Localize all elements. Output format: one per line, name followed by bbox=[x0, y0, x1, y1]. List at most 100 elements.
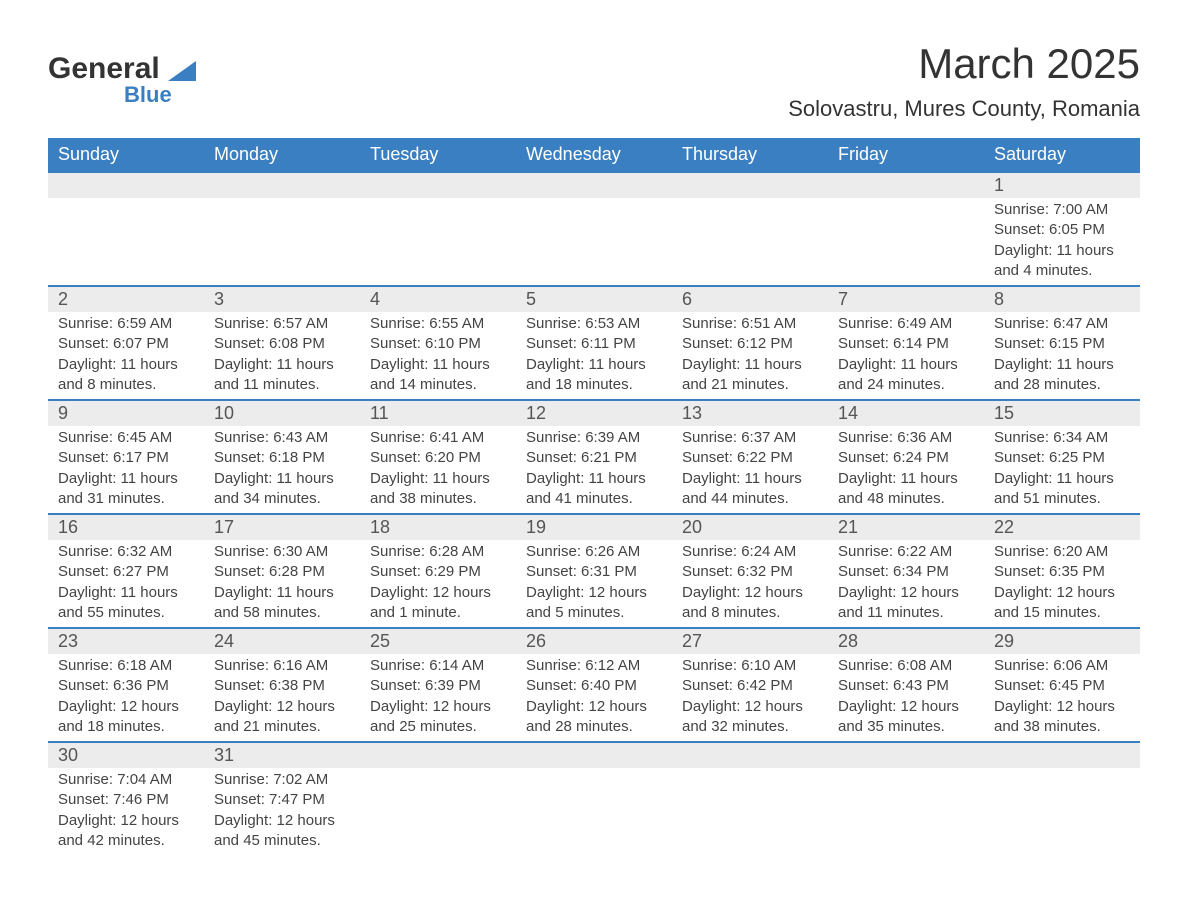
sunrise-line: Sunrise: 6:49 AM bbox=[838, 315, 952, 332]
logo-triangle-icon bbox=[168, 61, 196, 86]
sunrise-line: Sunrise: 6:34 AM bbox=[994, 429, 1108, 446]
day-content: Sunrise: 6:49 AMSunset: 6:14 PMDaylight:… bbox=[828, 312, 984, 399]
day-number: 7 bbox=[828, 287, 984, 312]
daylight-line: Daylight: 11 hours and 34 minutes. bbox=[214, 470, 334, 507]
daylight-line: Daylight: 11 hours and 58 minutes. bbox=[214, 584, 334, 621]
day-number bbox=[360, 173, 516, 198]
daylight-line: Daylight: 12 hours and 45 minutes. bbox=[214, 812, 335, 849]
sunrise-line: Sunrise: 6:28 AM bbox=[370, 543, 484, 560]
sunrise-line: Sunrise: 6:26 AM bbox=[526, 543, 640, 560]
daylight-line: Daylight: 11 hours and 31 minutes. bbox=[58, 470, 178, 507]
sunrise-line: Sunrise: 6:57 AM bbox=[214, 315, 328, 332]
sunset-line: Sunset: 6:25 PM bbox=[994, 449, 1105, 466]
day-number: 21 bbox=[828, 515, 984, 540]
day-number: 18 bbox=[360, 515, 516, 540]
day-content bbox=[360, 768, 516, 774]
day-content: Sunrise: 6:10 AMSunset: 6:42 PMDaylight:… bbox=[672, 654, 828, 741]
day-number: 5 bbox=[516, 287, 672, 312]
sunrise-line: Sunrise: 6:16 AM bbox=[214, 657, 328, 674]
sunrise-line: Sunrise: 6:10 AM bbox=[682, 657, 796, 674]
daylight-line: Daylight: 12 hours and 25 minutes. bbox=[370, 698, 491, 735]
sunrise-line: Sunrise: 6:32 AM bbox=[58, 543, 172, 560]
daylight-line: Daylight: 12 hours and 21 minutes. bbox=[214, 698, 335, 735]
day-number: 26 bbox=[516, 629, 672, 654]
day-number: 29 bbox=[984, 629, 1140, 654]
day-content bbox=[828, 198, 984, 204]
day-content: Sunrise: 6:12 AMSunset: 6:40 PMDaylight:… bbox=[516, 654, 672, 741]
day-number: 10 bbox=[204, 401, 360, 426]
day-content bbox=[672, 768, 828, 774]
day-number: 17 bbox=[204, 515, 360, 540]
day-number bbox=[48, 173, 204, 198]
daylight-line: Daylight: 11 hours and 38 minutes. bbox=[370, 470, 490, 507]
sunset-line: Sunset: 6:20 PM bbox=[370, 449, 481, 466]
weekday-header: Friday bbox=[828, 138, 984, 172]
day-content: Sunrise: 6:59 AMSunset: 6:07 PMDaylight:… bbox=[48, 312, 204, 399]
day-content: Sunrise: 6:22 AMSunset: 6:34 PMDaylight:… bbox=[828, 540, 984, 627]
day-content bbox=[984, 768, 1140, 774]
title-block: March 2025 Solovastru, Mures County, Rom… bbox=[788, 40, 1140, 122]
day-number: 12 bbox=[516, 401, 672, 426]
daylight-line: Daylight: 11 hours and 48 minutes. bbox=[838, 470, 958, 507]
sunrise-line: Sunrise: 6:37 AM bbox=[682, 429, 796, 446]
sunset-line: Sunset: 6:18 PM bbox=[214, 449, 325, 466]
sunset-line: Sunset: 6:14 PM bbox=[838, 335, 949, 352]
day-content bbox=[48, 198, 204, 204]
day-number bbox=[516, 743, 672, 768]
daylight-line: Daylight: 11 hours and 51 minutes. bbox=[994, 470, 1114, 507]
daylight-line: Daylight: 12 hours and 42 minutes. bbox=[58, 812, 179, 849]
sunset-line: Sunset: 6:36 PM bbox=[58, 677, 169, 694]
day-number: 19 bbox=[516, 515, 672, 540]
sunset-line: Sunset: 6:31 PM bbox=[526, 563, 637, 580]
daylight-line: Daylight: 12 hours and 28 minutes. bbox=[526, 698, 647, 735]
sunset-line: Sunset: 6:28 PM bbox=[214, 563, 325, 580]
weekday-header: Tuesday bbox=[360, 138, 516, 172]
day-number: 15 bbox=[984, 401, 1140, 426]
weekday-header: Thursday bbox=[672, 138, 828, 172]
daylight-line: Daylight: 12 hours and 32 minutes. bbox=[682, 698, 803, 735]
day-number bbox=[984, 743, 1140, 768]
daylight-line: Daylight: 12 hours and 8 minutes. bbox=[682, 584, 803, 621]
daylight-line: Daylight: 11 hours and 8 minutes. bbox=[58, 356, 178, 393]
day-content: Sunrise: 7:02 AMSunset: 7:47 PMDaylight:… bbox=[204, 768, 360, 855]
day-content bbox=[672, 198, 828, 204]
sunrise-line: Sunrise: 6:53 AM bbox=[526, 315, 640, 332]
sunrise-line: Sunrise: 6:47 AM bbox=[994, 315, 1108, 332]
sunset-line: Sunset: 7:47 PM bbox=[214, 791, 325, 808]
day-content: Sunrise: 6:43 AMSunset: 6:18 PMDaylight:… bbox=[204, 426, 360, 513]
day-number: 28 bbox=[828, 629, 984, 654]
day-number: 6 bbox=[672, 287, 828, 312]
sunrise-line: Sunrise: 7:04 AM bbox=[58, 771, 172, 788]
sunrise-line: Sunrise: 7:00 AM bbox=[994, 201, 1108, 218]
day-number: 14 bbox=[828, 401, 984, 426]
day-number bbox=[672, 173, 828, 198]
sunset-line: Sunset: 7:46 PM bbox=[58, 791, 169, 808]
day-number: 8 bbox=[984, 287, 1140, 312]
week-daynum-row: 2Sunrise: 6:59 AMSunset: 6:07 PMDaylight… bbox=[48, 286, 1140, 400]
day-content: Sunrise: 6:06 AMSunset: 6:45 PMDaylight:… bbox=[984, 654, 1140, 741]
weekday-header: Monday bbox=[204, 138, 360, 172]
day-number: 25 bbox=[360, 629, 516, 654]
day-number: 27 bbox=[672, 629, 828, 654]
day-content bbox=[516, 768, 672, 774]
week-daynum-row: 1Sunrise: 7:00 AMSunset: 6:05 PMDaylight… bbox=[48, 172, 1140, 286]
day-content: Sunrise: 6:30 AMSunset: 6:28 PMDaylight:… bbox=[204, 540, 360, 627]
day-content: Sunrise: 6:45 AMSunset: 6:17 PMDaylight:… bbox=[48, 426, 204, 513]
sunset-line: Sunset: 6:10 PM bbox=[370, 335, 481, 352]
day-content: Sunrise: 6:08 AMSunset: 6:43 PMDaylight:… bbox=[828, 654, 984, 741]
daylight-line: Daylight: 11 hours and 4 minutes. bbox=[994, 242, 1114, 279]
day-content: Sunrise: 6:28 AMSunset: 6:29 PMDaylight:… bbox=[360, 540, 516, 627]
day-content: Sunrise: 6:14 AMSunset: 6:39 PMDaylight:… bbox=[360, 654, 516, 741]
day-content: Sunrise: 6:16 AMSunset: 6:38 PMDaylight:… bbox=[204, 654, 360, 741]
day-content: Sunrise: 6:53 AMSunset: 6:11 PMDaylight:… bbox=[516, 312, 672, 399]
sunrise-line: Sunrise: 6:14 AM bbox=[370, 657, 484, 674]
sunrise-line: Sunrise: 6:24 AM bbox=[682, 543, 796, 560]
sunset-line: Sunset: 6:21 PM bbox=[526, 449, 637, 466]
sunset-line: Sunset: 6:29 PM bbox=[370, 563, 481, 580]
day-content: Sunrise: 6:51 AMSunset: 6:12 PMDaylight:… bbox=[672, 312, 828, 399]
sunrise-line: Sunrise: 6:45 AM bbox=[58, 429, 172, 446]
sunset-line: Sunset: 6:24 PM bbox=[838, 449, 949, 466]
calendar-table: SundayMondayTuesdayWednesdayThursdayFrid… bbox=[48, 138, 1140, 855]
day-number: 20 bbox=[672, 515, 828, 540]
day-number: 1 bbox=[984, 173, 1140, 198]
